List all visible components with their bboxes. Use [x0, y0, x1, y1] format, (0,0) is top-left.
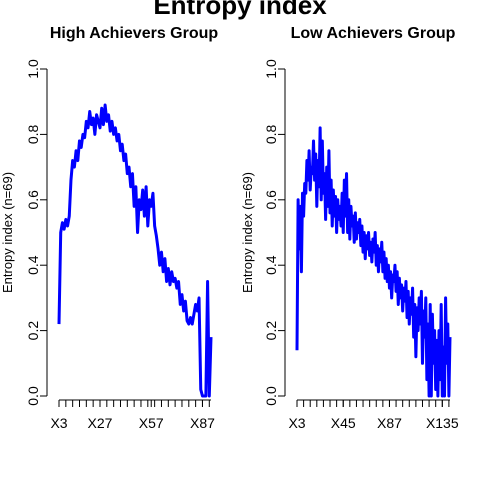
x-tick-label: X27 [88, 415, 113, 431]
y-tick-label: 0.4 [263, 255, 279, 275]
x-tick-label: X87 [190, 415, 215, 431]
x-tick-label: X3 [50, 415, 67, 431]
x-tick-label: X135 [426, 415, 459, 431]
y-tick-label: 0.2 [25, 321, 41, 341]
y-tick-label: 0.8 [263, 124, 279, 144]
x-tick-label: X3 [288, 415, 305, 431]
y-tick-label: 0.8 [25, 124, 41, 144]
y-tick-label: 0.0 [25, 386, 41, 406]
figure-title: Entropy index [153, 0, 327, 20]
entropy-series-line [57, 103, 213, 398]
x-tick-label: X57 [139, 415, 164, 431]
y-axis-label: Entropy index (n=69) [240, 172, 255, 293]
panel-title: Low Achievers Group [291, 25, 456, 42]
panel-low-achievers: Low Achievers Group Entropy index (n=69) 0… [240, 25, 459, 431]
y-tick-label: 0.6 [25, 190, 41, 210]
x-tick-label: X45 [331, 415, 356, 431]
x-tick-label: X87 [377, 415, 402, 431]
y-tick-label: 0.6 [263, 190, 279, 210]
y-tick-label: 1.0 [263, 59, 279, 79]
y-tick-label: 1.0 [25, 59, 41, 79]
y-tick-label: 0.4 [25, 255, 41, 275]
y-tick-label: 0.0 [263, 386, 279, 406]
y-tick-label: 0.2 [263, 321, 279, 341]
y-axis-label: Entropy index (n=69) [0, 172, 15, 293]
entropy-series-line [295, 126, 452, 398]
panel-title: High Achievers Group [50, 25, 219, 42]
panel-high-achievers: High Achievers Group Entropy index (n=69)… [0, 25, 218, 431]
